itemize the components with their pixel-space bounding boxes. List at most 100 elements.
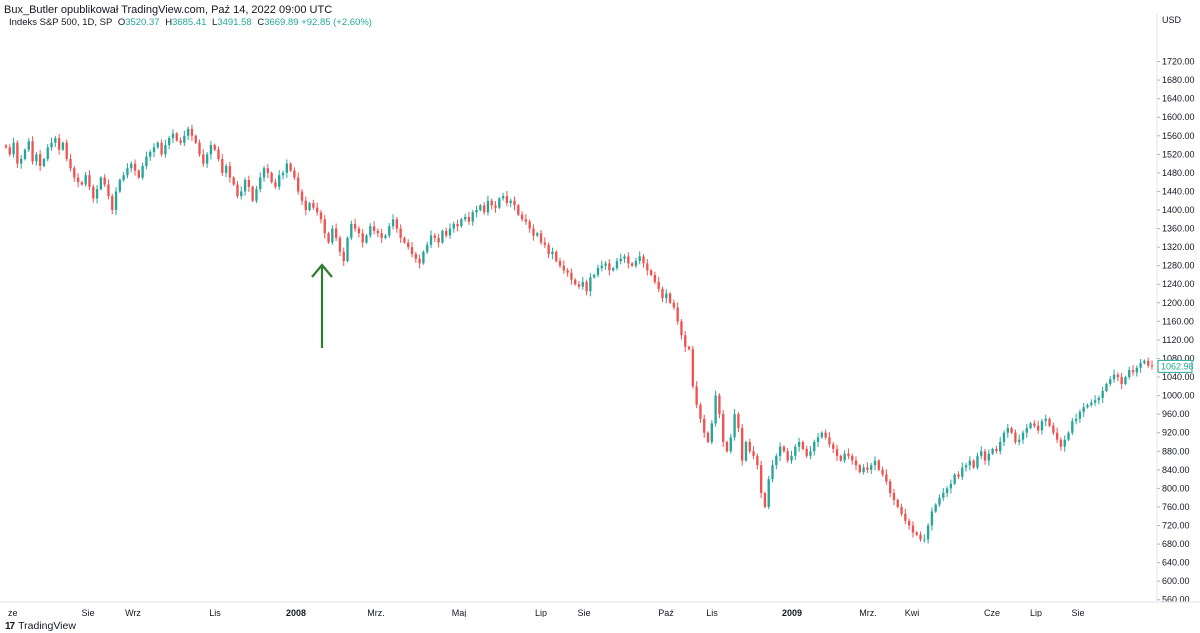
candle xyxy=(615,257,619,271)
y-tick-label: 1440.00 xyxy=(1162,186,1195,196)
candle-body xyxy=(164,145,167,155)
candle-body xyxy=(426,244,429,252)
candle xyxy=(634,257,638,269)
chart-area[interactable]: USD 560.00 600.00 640.00 680.00 720.00 760.00 8… xyxy=(0,14,1200,617)
candle-body xyxy=(479,205,482,211)
candle-body xyxy=(342,251,345,262)
candle-body xyxy=(600,265,603,269)
candle-body xyxy=(1036,425,1040,431)
candle xyxy=(642,254,645,268)
x-tick-label: ze xyxy=(8,608,18,617)
y-tick-label: 1000.00 xyxy=(1162,391,1195,401)
y-tick-label: 1600.00 xyxy=(1162,112,1195,122)
y-tick-label: 600.00 xyxy=(1162,576,1190,586)
candle-body xyxy=(365,235,368,243)
candle xyxy=(1116,372,1120,382)
candle-body xyxy=(801,441,805,449)
candle-body xyxy=(740,428,744,461)
time-axis[interactable]: ze Sie Wrz Lis 2008 Mrz. Maj Lip Sie Paź Lis 2009 Mr… xyxy=(0,601,1200,617)
price-axis[interactable]: USD 560.00 600.00 640.00 680.00 720.00 760.00 8… xyxy=(1156,14,1195,605)
candle-body xyxy=(498,198,501,208)
candle xyxy=(630,261,634,268)
candle-body xyxy=(1112,374,1116,380)
candle-body xyxy=(42,158,46,166)
candle-body xyxy=(1052,425,1055,433)
candle xyxy=(657,276,660,293)
candle-body xyxy=(80,182,84,185)
candle xyxy=(600,260,603,272)
candle xyxy=(638,251,641,265)
candle-body xyxy=(873,460,877,466)
candle xyxy=(687,345,691,351)
candle-body xyxy=(517,205,520,215)
candle xyxy=(236,181,239,199)
candle-body xyxy=(1093,400,1097,403)
candle-body xyxy=(186,128,190,136)
candle-body xyxy=(213,145,216,150)
candle-body xyxy=(543,242,547,245)
candle xyxy=(160,139,163,157)
candle-body xyxy=(794,446,797,456)
candle-body xyxy=(99,177,103,190)
candle-body xyxy=(737,414,740,429)
candle-body xyxy=(407,242,410,248)
candle-body xyxy=(221,158,224,173)
candle-body xyxy=(262,168,266,178)
candle xyxy=(699,402,702,423)
candle xyxy=(391,214,395,230)
candle xyxy=(475,205,478,218)
candle xyxy=(813,439,816,456)
candle xyxy=(1048,417,1051,428)
candle xyxy=(240,186,243,200)
candle xyxy=(376,228,380,238)
candle-body xyxy=(107,184,110,197)
candle xyxy=(873,456,877,471)
candle-body xyxy=(130,163,133,169)
candle-body xyxy=(73,168,76,178)
candle xyxy=(99,176,103,191)
candle-body xyxy=(995,448,998,452)
candle xyxy=(501,192,505,201)
candle xyxy=(441,229,444,244)
x-tick-label: Lis xyxy=(209,608,221,617)
candle-body xyxy=(1071,421,1074,433)
candle-body xyxy=(1002,432,1006,442)
candle-body xyxy=(627,256,630,264)
candle-body xyxy=(824,432,827,438)
candle-body xyxy=(555,251,558,262)
candle-body xyxy=(866,467,869,470)
close-label: C xyxy=(257,17,265,28)
candle-body xyxy=(353,223,357,229)
candle-body xyxy=(942,493,945,498)
footer-branding[interactable]: 17 TradingView xyxy=(5,619,76,633)
candle xyxy=(1006,423,1009,438)
candle xyxy=(384,234,387,240)
candle-body xyxy=(888,481,892,494)
candle xyxy=(69,153,72,172)
candle-body xyxy=(388,226,391,236)
candle-body xyxy=(194,135,197,143)
candle-body xyxy=(1014,432,1017,442)
candle xyxy=(1055,427,1059,443)
y-tick-label: 880.00 xyxy=(1162,446,1190,456)
candle xyxy=(350,220,353,241)
candle-body xyxy=(251,186,254,201)
candle-body xyxy=(433,235,436,238)
candle xyxy=(794,444,797,461)
x-tick-label: Cze xyxy=(984,608,1000,617)
candle xyxy=(775,453,778,470)
x-tick-label: 2009 xyxy=(782,608,802,617)
candle xyxy=(839,454,843,462)
candle-body xyxy=(266,168,270,173)
candle-body xyxy=(410,247,414,255)
y-tick-label: 1480.00 xyxy=(1162,168,1195,178)
candle xyxy=(596,264,600,278)
candle xyxy=(691,345,695,389)
candle xyxy=(957,471,960,480)
candle xyxy=(1147,357,1150,368)
candle xyxy=(953,473,956,486)
candle-body xyxy=(991,448,994,454)
candle xyxy=(539,229,543,245)
candle-body xyxy=(581,281,584,287)
candle xyxy=(1002,430,1006,447)
